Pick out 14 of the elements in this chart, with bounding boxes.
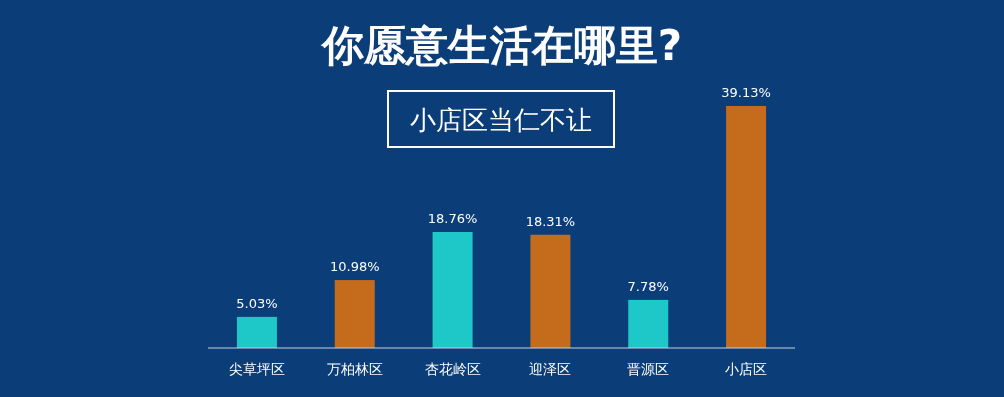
- data-label: 5.03%: [236, 295, 278, 311]
- x-tick-label: 晋源区: [627, 361, 670, 377]
- data-label: 39.13%: [721, 85, 771, 100]
- x-tick-label: 万柏林区: [326, 361, 383, 377]
- x-tick-label: 尖草坪区: [228, 361, 285, 377]
- subtitle: 小店区当仁不让: [410, 105, 592, 135]
- data-label: 7.78%: [627, 278, 669, 294]
- data-label: 18.31%: [525, 213, 576, 229]
- x-tick-label: 小店区: [725, 361, 768, 377]
- x-tick-label: 杏花岭区: [424, 361, 481, 377]
- data-label: 18.76%: [427, 210, 478, 226]
- title: 你愿意生活在哪里?: [321, 21, 683, 70]
- x-tick-label: 迎泽区: [529, 361, 572, 377]
- data-label: 10.98%: [329, 259, 380, 275]
